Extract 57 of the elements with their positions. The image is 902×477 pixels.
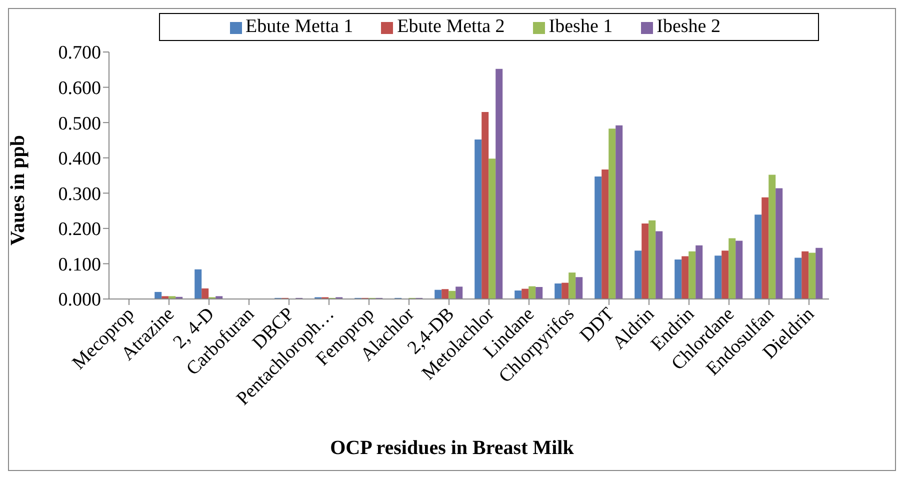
- bar: [736, 240, 743, 299]
- bar: [528, 286, 536, 299]
- y-tick-label: 0.100: [58, 254, 101, 276]
- bar: [762, 197, 769, 299]
- bar: [688, 251, 696, 299]
- bar: [722, 250, 729, 299]
- bar: [754, 214, 762, 299]
- bar: [816, 248, 823, 299]
- bar: [696, 245, 703, 299]
- bar: [554, 283, 562, 299]
- y-tick-label: 0.500: [58, 113, 101, 134]
- bar: [536, 287, 543, 299]
- y-tick-label: 0.400: [58, 148, 101, 170]
- bar: [634, 250, 642, 299]
- y-tick-label: 0.000: [58, 290, 101, 311]
- bar: [496, 68, 503, 299]
- bar: [802, 251, 809, 299]
- bar: [562, 282, 569, 299]
- bar: [442, 289, 449, 299]
- bar: [522, 288, 529, 299]
- bar: [456, 286, 463, 299]
- bar: [594, 176, 602, 299]
- bar: [682, 256, 689, 299]
- legend-label: Ebute Metta 1: [246, 16, 354, 37]
- bar: [776, 188, 783, 299]
- bar: [714, 256, 722, 299]
- bar: [514, 290, 522, 299]
- bar: [568, 272, 576, 299]
- bar: [602, 170, 609, 299]
- bar: [194, 269, 202, 299]
- y-axis-title: Vaues in ppb: [7, 135, 30, 246]
- legend-label: Ibeshe 2: [656, 16, 720, 37]
- bar: [728, 238, 736, 299]
- y-tick-label: 0.700: [58, 42, 101, 64]
- bar: [656, 231, 663, 299]
- bar: [642, 223, 649, 299]
- x-axis-title: OCP residues in Breast Milk: [329, 437, 575, 460]
- bar: [648, 220, 656, 299]
- bar: [616, 125, 623, 299]
- y-tick-label: 0.200: [58, 219, 101, 240]
- bar: [794, 258, 802, 299]
- bar: [608, 128, 616, 299]
- y-tick-label: 0.600: [58, 78, 101, 100]
- bar: [488, 158, 496, 299]
- bar: [674, 259, 682, 299]
- bar: [434, 290, 442, 299]
- bar: [768, 174, 776, 299]
- legend-label: Ibeshe 1: [548, 16, 613, 37]
- bar: [154, 292, 162, 299]
- bar: [576, 277, 583, 299]
- legend-label: Ebute Metta 2: [397, 16, 505, 37]
- bar: [482, 112, 489, 299]
- bar: [808, 252, 816, 299]
- bar: [202, 288, 209, 299]
- bar: [474, 140, 482, 299]
- y-tick-label: 0.300: [58, 184, 101, 205]
- bar: [448, 290, 456, 299]
